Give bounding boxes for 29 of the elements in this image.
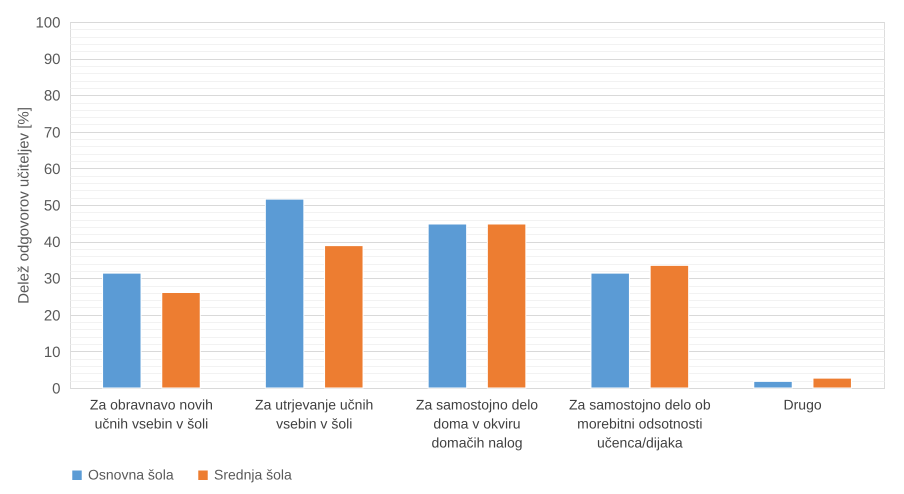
y-tick-label: 80	[44, 88, 60, 105]
bar	[486, 224, 526, 388]
legend-label: Srednja šola	[214, 466, 292, 482]
y-tick-label: 50	[44, 198, 60, 214]
y-tick-label: 20	[44, 307, 60, 324]
y-tick-label: 30	[44, 270, 60, 288]
bar	[753, 380, 793, 388]
bar	[812, 378, 852, 388]
bar	[428, 224, 468, 388]
y-tick-label: 60	[44, 160, 60, 178]
y-tick-label: 100	[35, 14, 60, 32]
legend-label: Osnovna šola	[88, 466, 174, 482]
x-tick-label: Za samostojno delo doma v okviru domačih nalog	[416, 396, 538, 450]
bar	[102, 272, 142, 388]
y-axis-title: Delež odgovorov učiteljev [%]	[15, 107, 32, 304]
x-tick-label: Za obravnavo novih učnih vsebin v šoli	[90, 396, 213, 432]
y-tick-label: 70	[44, 124, 60, 142]
bar	[161, 292, 201, 388]
bar	[650, 264, 690, 388]
x-tick-label: Za utrjevanje učnih vsebin v šoli	[255, 396, 374, 432]
y-tick-label: 0	[52, 380, 60, 398]
bar	[324, 245, 364, 388]
y-tick-label: 10	[44, 344, 60, 361]
y-tick-label: 40	[44, 234, 60, 252]
bar	[264, 198, 304, 388]
y-tick-label: 90	[44, 51, 60, 68]
x-tick-label: Za samostojno delo ob morebitni odsotnosti učenca/dijaka	[568, 396, 711, 450]
bar	[590, 272, 630, 388]
x-tick-label: Drugo	[784, 396, 822, 412]
